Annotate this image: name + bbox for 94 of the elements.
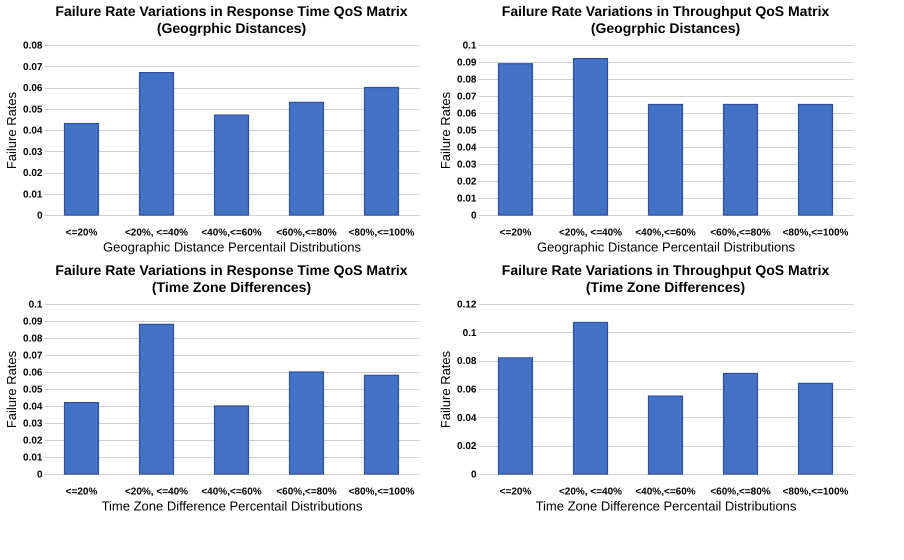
bar xyxy=(214,405,250,475)
y-axis-title: Failure Rates xyxy=(4,350,20,428)
bar xyxy=(64,123,100,216)
x-tick-label: <40%,<=60% xyxy=(201,486,262,498)
x-tick-label: <80%,<=100% xyxy=(782,486,849,498)
y-tick-label: 0 xyxy=(470,210,477,222)
y-tick-label: 0.06 xyxy=(23,83,43,94)
bar xyxy=(288,102,324,216)
y-tick-label: 0.06 xyxy=(23,368,43,378)
x-axis-title: Time Zone Difference Percentail Distributions xyxy=(102,498,363,514)
y-tick-label: 0.06 xyxy=(457,384,477,396)
y-tick-label: 0.06 xyxy=(457,108,477,120)
x-tick-label: <60%,<=80% xyxy=(276,228,337,238)
chart-subtitle: (Geogrphic Distances) xyxy=(590,20,740,36)
y-tick-label: 0.08 xyxy=(23,334,43,344)
y-tick-label: 0 xyxy=(36,470,43,480)
bar xyxy=(798,382,834,475)
y-tick-label: 0.09 xyxy=(457,58,477,68)
y-tick-label: 0.04 xyxy=(23,402,43,412)
y-tick-label: 0.07 xyxy=(457,92,477,102)
x-tick-label: <20%, <=40% xyxy=(558,486,622,498)
bar xyxy=(722,104,758,216)
bar xyxy=(722,372,758,475)
x-tick-label: <40%,<=60% xyxy=(635,486,696,498)
bar xyxy=(64,402,100,475)
x-tick-label: <80%,<=100% xyxy=(348,228,415,238)
y-tick-label: 0.05 xyxy=(23,104,43,116)
x-tick-label: <80%,<=100% xyxy=(782,228,849,238)
x-tick-label: <20%, <=40% xyxy=(558,228,622,238)
y-tick-label: 0.02 xyxy=(23,168,43,179)
y-tick-label: 0.05 xyxy=(23,384,43,396)
bar xyxy=(498,357,534,475)
y-tick-label: 0.02 xyxy=(457,441,477,452)
y-tick-label: 0.08 xyxy=(457,356,477,368)
y-tick-label: 0.07 xyxy=(23,62,43,73)
chart-subtitle: (Time Zone Differences) xyxy=(586,279,746,295)
x-axis-title: Geographic Distance Percentail Distributions xyxy=(103,240,362,254)
chart-subtitle: (Geogrphic Distances) xyxy=(156,20,306,36)
y-tick-label: 0.08 xyxy=(23,40,43,52)
y-tick-label: 0.12 xyxy=(457,300,477,310)
chart-title: Failure Rate Variations in Throughput QoS Matrix xyxy=(502,262,830,278)
y-tick-label: 0.08 xyxy=(457,74,477,86)
bar xyxy=(364,374,400,475)
y-tick-label: 0 xyxy=(470,470,477,480)
y-tick-label: 0.09 xyxy=(23,316,43,328)
bar xyxy=(364,86,400,216)
x-tick-label: <=20% xyxy=(66,486,98,498)
bar xyxy=(288,371,324,475)
bar xyxy=(138,324,174,475)
y-tick-label: 0.01 xyxy=(23,452,43,464)
x-tick-label: <80%,<=100% xyxy=(348,486,415,498)
x-tick-label: <=20% xyxy=(66,228,98,238)
y-tick-label: 0 xyxy=(36,210,43,222)
y-axis-title: Failure Rates xyxy=(438,350,454,428)
y-tick-label: 0.05 xyxy=(457,126,477,136)
x-axis-title: Geographic Distance Percentail Distributions xyxy=(537,240,796,254)
bar xyxy=(572,322,608,475)
x-tick-label: <20%, <=40% xyxy=(124,228,188,238)
chart-title: Failure Rate Variations in Response Time QoS Matrix xyxy=(55,3,408,19)
y-tick-label: 0.01 xyxy=(23,189,43,200)
x-tick-label: <=20% xyxy=(500,228,532,238)
y-tick-label: 0.1 xyxy=(462,40,477,52)
x-tick-label: <=20% xyxy=(500,486,532,498)
x-tick-label: <20%, <=40% xyxy=(124,486,188,498)
bar xyxy=(214,114,250,216)
bar xyxy=(798,104,834,216)
y-tick-label: 0.04 xyxy=(457,142,477,154)
y-tick-label: 0.1 xyxy=(28,300,43,310)
y-tick-label: 0.01 xyxy=(457,194,477,204)
bar xyxy=(572,58,608,216)
y-tick-label: 0.03 xyxy=(23,418,43,430)
chart-title: Failure Rate Variations in Response Time QoS Matrix xyxy=(55,262,408,278)
y-tick-label: 0.02 xyxy=(23,436,43,446)
x-tick-label: <60%,<=80% xyxy=(710,228,771,238)
bar xyxy=(648,104,684,216)
y-tick-label: 0.04 xyxy=(457,412,477,424)
y-tick-label: 0.04 xyxy=(23,126,43,136)
bar xyxy=(138,72,174,216)
x-axis-title: Time Zone Difference Percentail Distributions xyxy=(536,498,797,514)
y-tick-label: 0.02 xyxy=(457,176,477,188)
y-tick-label: 0.03 xyxy=(23,146,43,158)
x-tick-label: <60%,<=80% xyxy=(710,486,771,498)
chart-title: Failure Rate Variations in Throughput QoS Matrix xyxy=(502,3,830,19)
y-axis-title: Failure Rates xyxy=(4,91,20,170)
x-tick-label: <40%,<=60% xyxy=(201,228,262,238)
x-tick-label: <40%,<=60% xyxy=(635,228,696,238)
bar xyxy=(498,63,534,216)
x-tick-label: <60%,<=80% xyxy=(276,486,337,498)
y-axis-title: Failure Rates xyxy=(438,91,454,170)
chart-subtitle: (Time Zone Differences) xyxy=(152,279,312,295)
y-tick-label: 0.03 xyxy=(457,160,477,170)
y-tick-label: 0.07 xyxy=(23,350,43,362)
bar xyxy=(648,395,684,475)
y-tick-label: 0.1 xyxy=(462,328,477,339)
